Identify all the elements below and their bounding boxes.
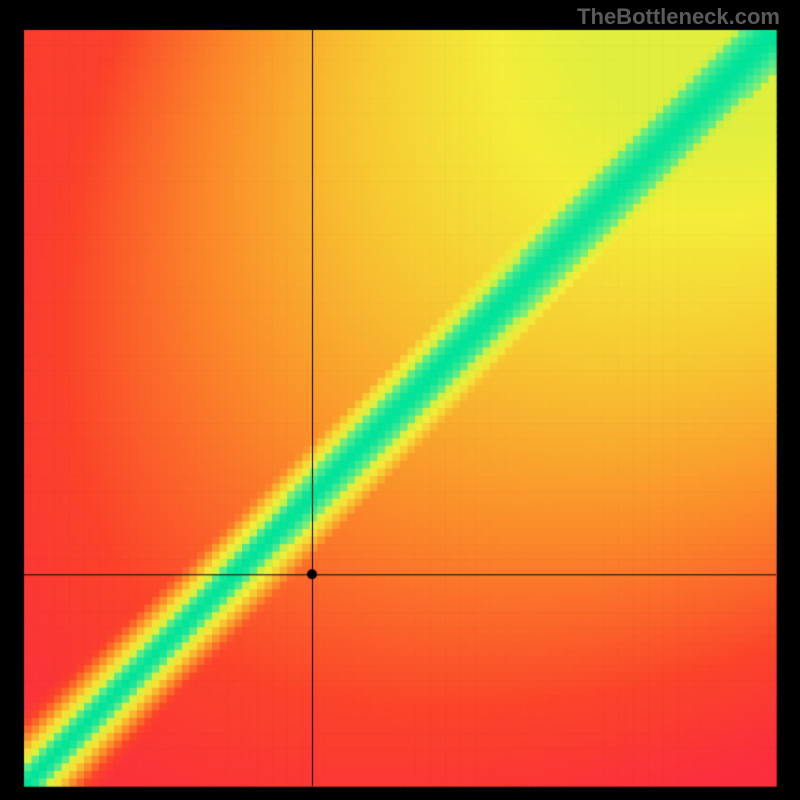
watermark-text: TheBottleneck.com: [577, 4, 780, 30]
bottleneck-heatmap: [0, 0, 800, 800]
figure-container: TheBottleneck.com: [0, 0, 800, 800]
